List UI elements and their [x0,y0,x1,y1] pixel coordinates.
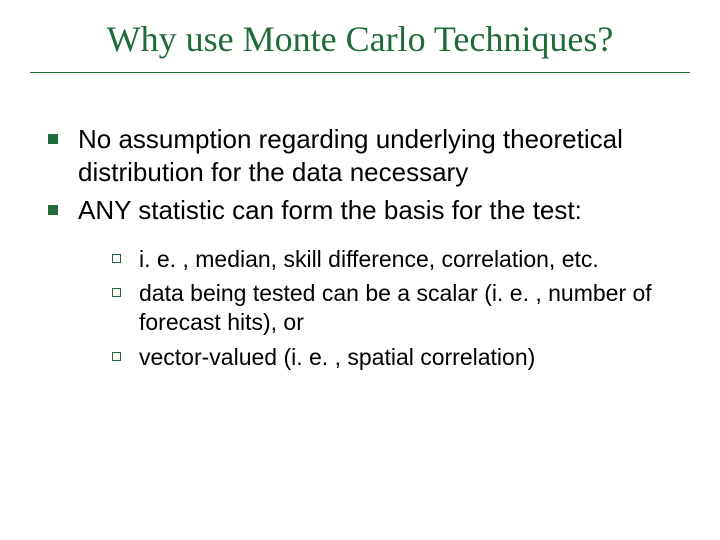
open-square-bullet-icon [112,254,121,263]
list-item: No assumption regarding underlying theor… [48,123,680,188]
list-item: i. e. , median, skill difference, correl… [112,245,680,274]
open-square-bullet-icon [112,288,121,297]
slide-container: Why use Monte Carlo Techniques? No assum… [0,0,720,540]
slide-title: Why use Monte Carlo Techniques? [30,18,690,72]
bullet-text: ANY statistic can form the basis for the… [78,194,582,227]
open-square-bullet-icon [112,352,121,361]
bullet-text: data being tested can be a scalar (i. e.… [139,279,680,337]
bullet-list-level1: No assumption regarding underlying theor… [48,123,680,227]
list-item: ANY statistic can form the basis for the… [48,194,680,227]
title-underline [30,72,690,73]
bullet-text: i. e. , median, skill difference, correl… [139,245,599,274]
bullet-text: vector-valued (i. e. , spatial correlati… [139,343,535,372]
slide-body: No assumption regarding underlying theor… [30,123,690,372]
bullet-text: No assumption regarding underlying theor… [78,123,680,188]
square-bullet-icon [48,205,58,215]
square-bullet-icon [48,134,58,144]
list-item: data being tested can be a scalar (i. e.… [112,279,680,337]
bullet-list-level2: i. e. , median, skill difference, correl… [48,245,680,372]
list-item: vector-valued (i. e. , spatial correlati… [112,343,680,372]
